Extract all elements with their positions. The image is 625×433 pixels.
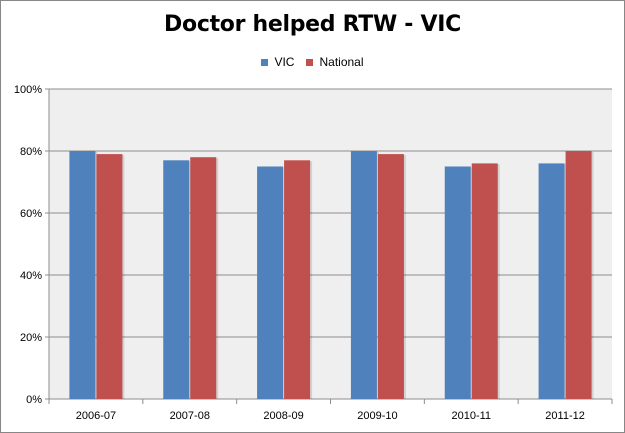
legend-label-vic: VIC bbox=[274, 55, 295, 69]
chart-legend: VIC National bbox=[1, 55, 624, 69]
plot-area bbox=[49, 89, 612, 399]
legend-swatch-national bbox=[306, 58, 314, 66]
y-tick-label: 20% bbox=[20, 332, 42, 344]
bar-vic-2010-11 bbox=[444, 166, 471, 399]
bar-national-2009-10 bbox=[377, 154, 404, 399]
y-tick-label: 40% bbox=[20, 270, 42, 282]
bar-national-2011-12 bbox=[565, 151, 592, 399]
legend-item-vic: VIC bbox=[261, 55, 294, 69]
bar-national-2008-09 bbox=[284, 160, 311, 399]
x-tick-label: 2010-11 bbox=[451, 410, 491, 422]
bar-vic-2009-10 bbox=[350, 151, 377, 399]
y-tick-label: 80% bbox=[20, 146, 42, 158]
y-tick-label: 0% bbox=[26, 394, 42, 406]
bar-vic-2008-09 bbox=[257, 166, 284, 399]
bar-vic-2011-12 bbox=[538, 163, 565, 399]
x-tick-label: 2008-09 bbox=[263, 410, 303, 422]
x-tick-label: 2006-07 bbox=[76, 410, 116, 422]
bar-vic-2007-08 bbox=[163, 160, 190, 399]
x-tick-label: 2011-12 bbox=[545, 410, 585, 422]
bar-national-2006-07 bbox=[96, 154, 123, 399]
legend-swatch-vic bbox=[261, 58, 269, 66]
legend-item-national: National bbox=[306, 55, 364, 69]
x-tick-label: 2009-10 bbox=[357, 410, 397, 422]
y-tick-label: 60% bbox=[20, 208, 42, 220]
y-tick-label: 100% bbox=[14, 84, 42, 96]
bar-national-2010-11 bbox=[471, 163, 498, 399]
chart-title: Doctor helped RTW - VIC bbox=[164, 12, 461, 37]
x-tick-label: 2007-08 bbox=[170, 410, 210, 422]
bar-vic-2006-07 bbox=[69, 151, 96, 399]
bar-national-2007-08 bbox=[190, 157, 217, 399]
legend-label-national: National bbox=[319, 55, 364, 69]
